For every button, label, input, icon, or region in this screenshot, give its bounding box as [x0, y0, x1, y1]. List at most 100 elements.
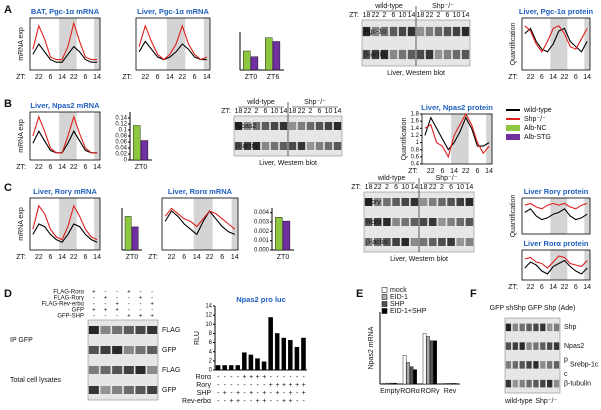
y-axis-label: RLU [194, 331, 201, 345]
blot-band [428, 238, 437, 246]
blot-band [315, 142, 324, 150]
panel-label: B [4, 98, 12, 110]
x-tick-label: 22 [206, 254, 214, 261]
y-axis-label: mRNA exp [18, 207, 25, 241]
y-axis-label: mRNA exp [18, 27, 25, 61]
blot-band [135, 366, 146, 374]
lane-label: 2 [385, 184, 389, 191]
blot-sub-label: p [564, 357, 568, 364]
group-label: wild-type [246, 99, 275, 106]
blot-band [419, 238, 428, 246]
matrix-cell: - [224, 398, 227, 405]
y-tick-label: 0.08 [115, 134, 127, 140]
blot-band [505, 342, 512, 350]
blot-band [428, 198, 437, 206]
bar [243, 50, 251, 71]
blot-band [147, 386, 158, 394]
legend-label: Alb-NC [524, 125, 547, 132]
blot-band [519, 379, 525, 388]
lane-label: 18 [289, 108, 297, 115]
series-line [32, 223, 98, 243]
x-tick-label: 6 [574, 284, 578, 291]
lane-label: 6 [449, 184, 453, 191]
blot-band [547, 361, 553, 369]
bar [301, 337, 306, 371]
chart-title: Liver, Rorα mRNA [168, 187, 233, 196]
matrix-cell: - [140, 302, 142, 308]
blot-section-label: Total cell lysates [10, 377, 61, 384]
blot-row-label: Pgc-1α [364, 28, 386, 35]
blot-band [398, 49, 407, 60]
lane-label: 10 [453, 12, 461, 19]
x-tick-label: 14 [583, 284, 591, 291]
matrix-cell: - [257, 390, 260, 397]
lane-label: 14 [411, 184, 419, 191]
blot-band [519, 342, 525, 350]
blot-band [533, 361, 539, 369]
matrix-cell: - [296, 398, 299, 405]
matrix-cell: + [150, 314, 154, 320]
x-tick-label: RORα [400, 388, 420, 395]
series-line [32, 21, 98, 61]
x-tick-label: 6 [475, 168, 479, 175]
legend-label: wild-type [523, 107, 552, 114]
x-tick-label: 6 [48, 74, 52, 81]
lane-label: 6 [392, 12, 396, 19]
lane-label: 2 [440, 184, 444, 191]
matrix-cell: - [296, 390, 299, 397]
matrix-cell: - [283, 374, 286, 381]
blot-band [553, 342, 560, 350]
blot-band [234, 142, 243, 150]
matrix-cell: + [139, 314, 143, 320]
y-tick-label: 4 [209, 349, 213, 355]
blot-band [419, 198, 428, 206]
night-band [94, 112, 100, 160]
blot-band [380, 49, 389, 60]
night-band [451, 114, 469, 164]
blot-band [362, 26, 371, 37]
matrix-cell: - [151, 296, 153, 302]
series-line [32, 115, 98, 154]
lane-label: 22 [372, 12, 380, 19]
bar [275, 217, 283, 251]
x-tick-label: 22 [462, 168, 470, 175]
blot-band [306, 142, 315, 150]
blot-band [380, 26, 389, 37]
matrix-row-label: GFP [72, 308, 84, 314]
bar [449, 383, 454, 385]
plot-frame [135, 17, 211, 71]
blot-band [438, 198, 446, 206]
matrix-cell: + [256, 374, 260, 381]
plot-frame [29, 111, 101, 161]
bar [250, 56, 259, 71]
chart-title: Liver, Pgc-1α protein [519, 7, 594, 16]
x-tick-label: ZT0 [277, 254, 290, 261]
chart-title: Liver Rorα protein [523, 239, 588, 248]
series-line [138, 24, 208, 61]
matrix-cell: - [230, 390, 233, 397]
blot-band [243, 122, 252, 130]
blot-row-label: GFP [162, 387, 177, 394]
blot-band [447, 218, 455, 226]
blot-band [373, 238, 382, 246]
x-tick-label: 14 [93, 254, 101, 261]
blot-band [279, 122, 288, 130]
blot-band [270, 122, 279, 130]
lane-label: 18 [420, 184, 428, 191]
night-band [94, 198, 100, 250]
x-tick-label: 6 [440, 168, 444, 175]
matrix-cell: - [151, 308, 153, 314]
matrix-cell: - [140, 290, 142, 296]
blot-band [401, 238, 410, 246]
blot-band [383, 238, 391, 246]
lane-label: 22 [426, 12, 434, 19]
blot-band [505, 323, 512, 332]
night-band [486, 114, 492, 164]
night-band [94, 18, 100, 70]
x-axis-label: ZT: [508, 284, 518, 291]
bar [242, 352, 247, 371]
x-tick-label: 14 [583, 74, 591, 81]
group-label: Shp⁻/⁻ [436, 175, 458, 182]
y-tick-label: 0 [209, 368, 213, 374]
bar [409, 366, 414, 385]
